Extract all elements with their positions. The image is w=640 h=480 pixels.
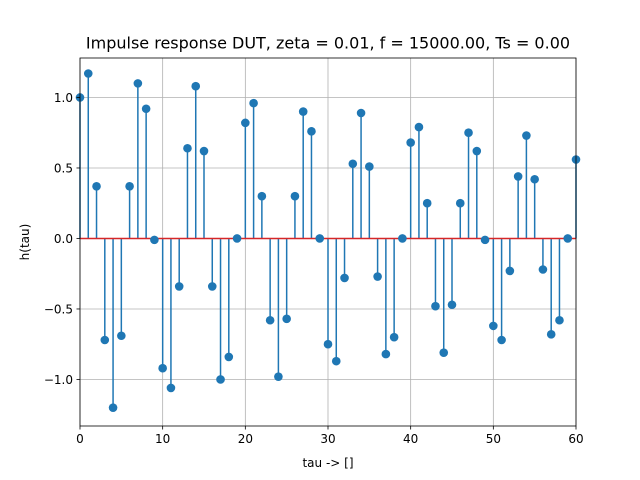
stem-marker [183, 143, 192, 153]
stem-marker [447, 300, 457, 310]
stem-marker [538, 265, 548, 274]
stem-marker [480, 235, 490, 245]
y-tick-label: −0.5 [44, 302, 73, 316]
stem-marker [290, 191, 300, 201]
x-tick-label: 30 [320, 432, 335, 446]
stem-marker [406, 138, 415, 147]
x-tick-label: 10 [155, 432, 170, 446]
stem-marker [224, 352, 234, 362]
x-tick-label: 40 [403, 432, 418, 446]
stem-marker [174, 282, 184, 291]
stem-marker [497, 335, 506, 345]
stem-marker [249, 98, 258, 108]
stem-marker [365, 162, 374, 171]
stem-marker [505, 266, 515, 276]
stem-marker [555, 315, 564, 325]
stem-marker [92, 182, 101, 191]
stem-marker [563, 234, 573, 243]
x-axis-ticks: 0 10 20 30 40 50 60 [76, 426, 584, 446]
y-axis-ticks: 1.0 0.5 0.0 −0.5 −1.0 [44, 91, 80, 387]
stem-marker [431, 301, 440, 311]
stem-marker [133, 79, 143, 88]
stem-marker [381, 349, 391, 359]
y-tick-label: 0.5 [54, 161, 73, 175]
stem-marker [472, 146, 482, 156]
x-axis-label: tau -> [] [302, 456, 353, 470]
stem-marker [166, 383, 176, 393]
stem-marker [125, 182, 134, 191]
stem-marker [331, 356, 341, 366]
y-tick-label: −1.0 [44, 373, 73, 387]
stem-marker [373, 272, 382, 281]
x-tick-label: 0 [76, 432, 84, 446]
stem-marker [117, 331, 126, 341]
stem-marker [513, 172, 523, 181]
stem-marker [464, 128, 473, 138]
stem-marker [398, 234, 407, 243]
stem-marker [282, 314, 291, 324]
stem-marker [455, 198, 465, 208]
y-axis-label: h(tau) [18, 224, 32, 261]
stem-marker [265, 315, 275, 325]
stem-marker [158, 363, 167, 373]
stem-marker [422, 198, 432, 208]
x-tick-label: 50 [486, 432, 501, 446]
x-tick-label: 60 [568, 432, 583, 446]
stem-marker [389, 332, 399, 342]
stem-marker [307, 127, 316, 136]
stem-marker [489, 321, 498, 331]
stem-marker [150, 235, 159, 245]
stem-marker [83, 69, 93, 78]
stem-marker [216, 375, 225, 384]
stem-marker [257, 191, 267, 201]
x-tick-label: 20 [238, 432, 253, 446]
stem-marker [348, 159, 358, 169]
y-tick-label: 1.0 [54, 91, 73, 105]
stem-marker [414, 122, 424, 132]
stem-marker [298, 107, 308, 116]
y-tick-label: 0.0 [54, 232, 73, 246]
stem-marker [323, 339, 333, 349]
stem-marker [546, 330, 556, 339]
chart-title: Impulse response DUT, zeta = 0.01, f = 1… [86, 34, 570, 53]
stem-marker [340, 273, 349, 283]
stem-marker [100, 335, 110, 345]
stem-marker [207, 282, 217, 291]
stem-marker [530, 174, 539, 184]
stem-marker [232, 234, 242, 243]
stem-marker [199, 146, 209, 156]
stem-marker [522, 131, 531, 140]
stem-marker [141, 104, 151, 114]
stem-marker [439, 348, 449, 357]
stem-marker [315, 234, 325, 243]
stem-marker [274, 372, 283, 381]
stem-marker [108, 403, 118, 412]
stem-marker [241, 118, 250, 128]
stem-marker [356, 108, 366, 118]
stem-marker [191, 81, 201, 91]
